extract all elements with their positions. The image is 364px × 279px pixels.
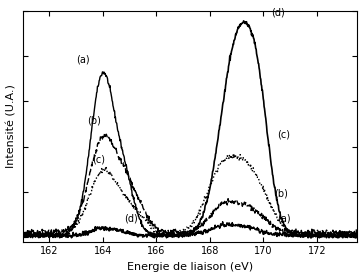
Text: (c): (c) <box>92 154 105 164</box>
Y-axis label: Intensité (U.A.): Intensité (U.A.) <box>7 84 17 168</box>
Text: (d): (d) <box>272 7 285 17</box>
Text: (d): (d) <box>124 213 138 223</box>
Text: (b): (b) <box>87 116 100 126</box>
Text: (a): (a) <box>277 213 290 223</box>
Text: (b): (b) <box>274 188 288 198</box>
Text: (a): (a) <box>76 55 90 65</box>
Text: (c): (c) <box>277 129 290 140</box>
X-axis label: Energie de liaison (eV): Energie de liaison (eV) <box>127 262 253 272</box>
